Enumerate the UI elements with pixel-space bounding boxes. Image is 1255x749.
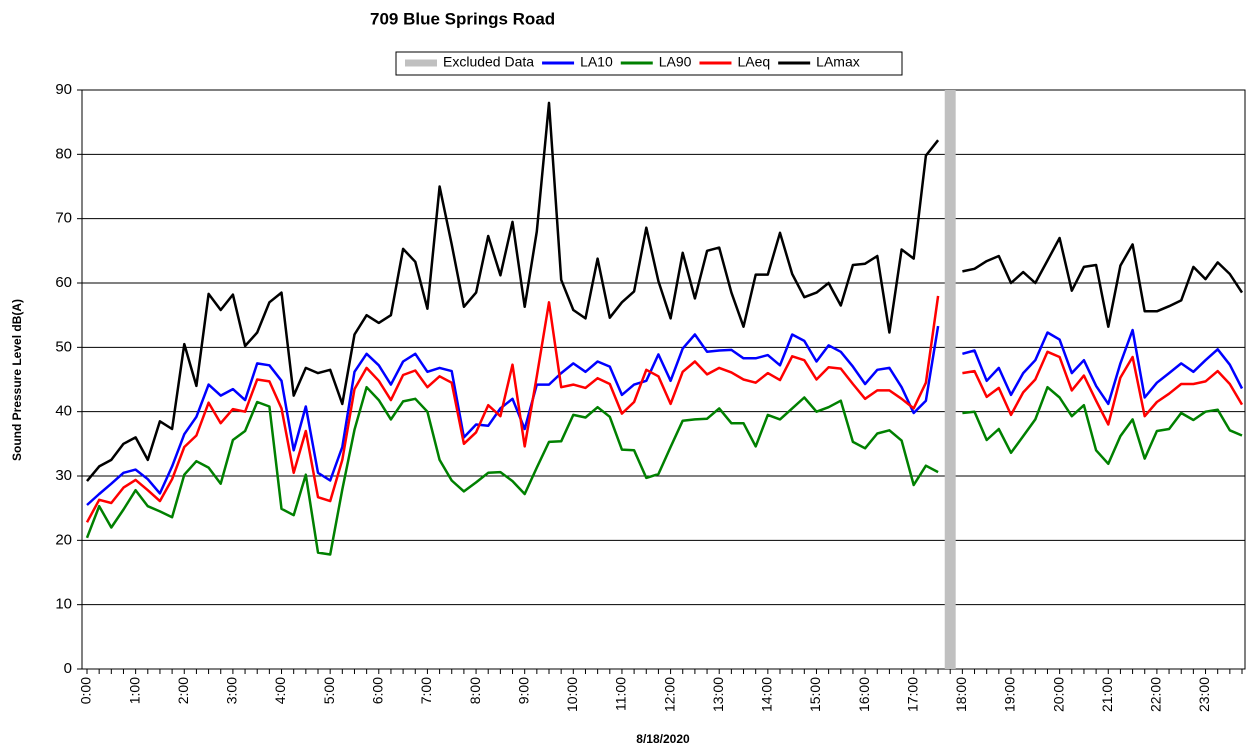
chart-title: 709 Blue Springs Road [370, 9, 555, 28]
legend-label: Excluded Data [443, 54, 534, 70]
x-tick-label: 11:00 [613, 677, 629, 711]
excluded-bar [944, 90, 956, 669]
y-tick-label: 60 [55, 274, 72, 291]
legend-label: LA10 [580, 54, 613, 70]
x-axis-title: 8/18/2020 [636, 732, 690, 746]
series-line [86, 101, 1244, 482]
y-tick-label: 80 [55, 145, 72, 162]
x-tick-label: 7:00 [418, 677, 434, 704]
x-tick-label: 4:00 [272, 677, 288, 704]
series-line [85, 385, 1243, 556]
x-tick-label: 1:00 [126, 677, 142, 704]
y-axis-title: Sound Pressure Level dB(A) [10, 299, 24, 461]
legend-label: LA90 [659, 54, 692, 70]
y-tick-label: 70 [55, 210, 72, 227]
x-tick-label: 22:00 [1148, 677, 1164, 712]
y-tick-label: 50 [55, 338, 72, 355]
series-line [85, 295, 1244, 523]
x-tick-label: 16:00 [856, 677, 872, 712]
x-tick-label: 8:00 [467, 677, 483, 704]
x-tick-label: 13:00 [710, 677, 726, 712]
x-tick-label: 9:00 [515, 677, 531, 704]
plot-border [81, 89, 1246, 670]
y-tick-label: 0 [64, 660, 72, 677]
x-tick-label: 20:00 [1050, 677, 1066, 712]
x-tick-label: 6:00 [369, 677, 385, 704]
x-tick-label: 14:00 [759, 677, 775, 712]
x-tick-label: 3:00 [224, 677, 240, 704]
x-tick-label: 2:00 [175, 677, 191, 704]
y-tick-label: 90 [55, 81, 72, 98]
x-tick-label: 10:00 [564, 677, 580, 712]
y-tick-label: 40 [55, 403, 72, 420]
x-tick-label: 0:00 [78, 677, 94, 704]
series-line [86, 325, 1244, 506]
x-tick-label: 18:00 [953, 677, 969, 712]
legend-label: LAmax [816, 54, 860, 70]
x-tick-label: 5:00 [321, 677, 337, 704]
x-tick-label: 23:00 [1196, 677, 1212, 712]
x-tick-label: 15:00 [807, 677, 823, 712]
legend-label: LAeq [737, 54, 770, 70]
y-tick-label: 20 [55, 531, 72, 548]
x-tick-label: 17:00 [904, 677, 920, 712]
x-tick-label: 12:00 [661, 677, 677, 712]
x-tick-label: 21:00 [1099, 677, 1115, 712]
y-tick-label: 30 [55, 467, 72, 484]
y-tick-label: 10 [55, 596, 72, 613]
x-tick-label: 19:00 [1002, 677, 1018, 712]
